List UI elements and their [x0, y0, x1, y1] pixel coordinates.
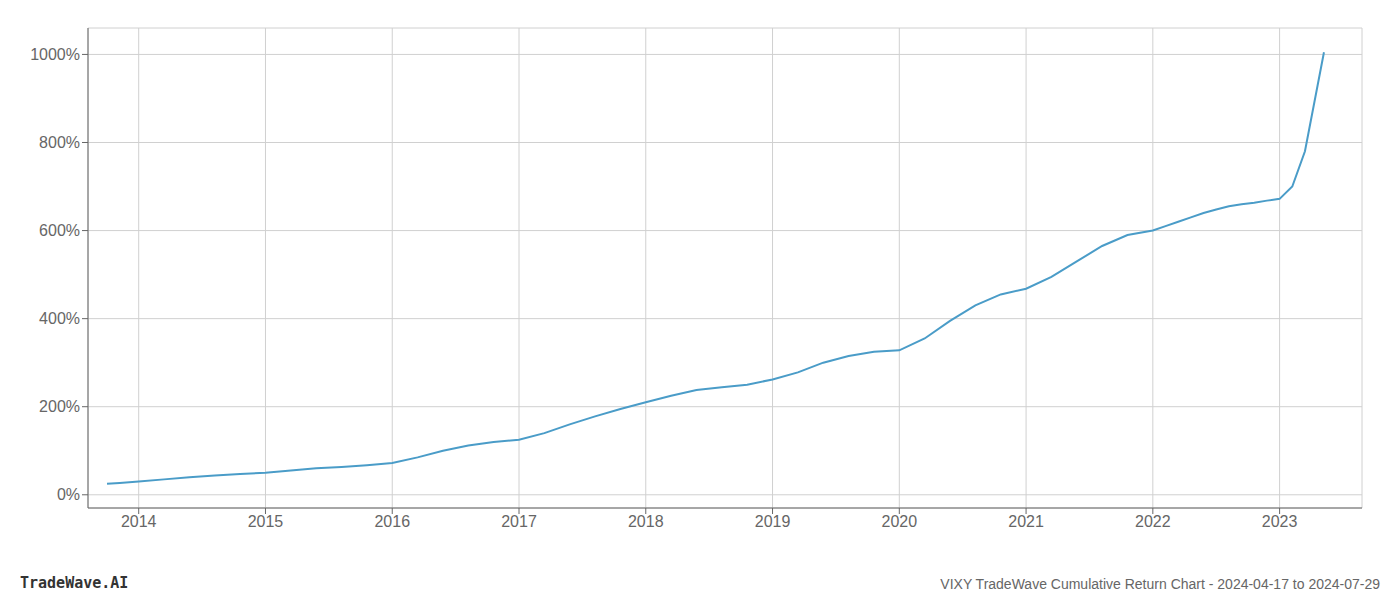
svg-text:400%: 400%: [39, 310, 80, 327]
svg-text:200%: 200%: [39, 398, 80, 415]
svg-text:2016: 2016: [374, 513, 410, 530]
svg-text:1000%: 1000%: [30, 46, 80, 63]
svg-text:800%: 800%: [39, 134, 80, 151]
svg-text:2020: 2020: [882, 513, 918, 530]
svg-text:2021: 2021: [1008, 513, 1044, 530]
html-text:TradeWave.AI: TradeWave.AI: [20, 574, 129, 592]
svg-text:2022: 2022: [1135, 513, 1171, 530]
svg-text:2014: 2014: [121, 513, 157, 530]
svg-text:0%: 0%: [57, 486, 80, 503]
svg-text:2019: 2019: [755, 513, 791, 530]
html-text:VIXY TradeWave Cumulative Retu: VIXY TradeWave Cumulative Return Chart -…: [940, 576, 1380, 592]
svg-text:2017: 2017: [501, 513, 537, 530]
svg-text:2023: 2023: [1262, 513, 1298, 530]
svg-text:600%: 600%: [39, 222, 80, 239]
svg-text:2018: 2018: [628, 513, 664, 530]
svg-text:2015: 2015: [248, 513, 284, 530]
